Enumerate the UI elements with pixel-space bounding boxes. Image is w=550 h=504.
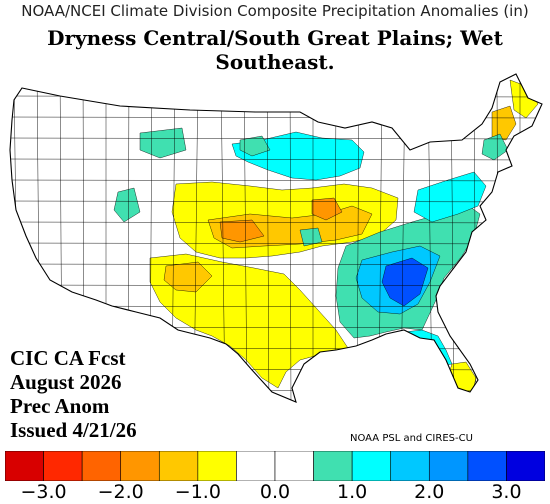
region-nevada-wet: [299, 227, 323, 247]
colorbar-cell: [5, 451, 44, 481]
colorbar-tick-label: −2.0: [97, 481, 144, 503]
colorbar-cell: [274, 451, 314, 481]
region-mid-atlantic-wet: [413, 171, 487, 223]
colorbar-cell: [390, 451, 430, 481]
us-precip-anomaly-map: [9, 73, 543, 403]
colorbar-tick-label: 2.0: [414, 481, 445, 503]
region-montana-wet: [239, 135, 271, 157]
colorbar-cell: [313, 451, 353, 481]
colorbar-cell: [506, 451, 545, 481]
colorbar-cell: [467, 451, 507, 481]
colorbar-tick-label: 1.0: [337, 481, 368, 503]
colorbar-cell: [81, 451, 122, 481]
forecast-label-line-3: Prec Anom: [10, 394, 110, 418]
headline: Dryness Central/South Great Plains; Wet …: [47, 26, 503, 74]
colorbar-cell: [197, 451, 237, 481]
credit-text: NOAA PSL and CIRES-CU: [350, 433, 473, 444]
colorbar-tick-label: 3.0: [491, 481, 522, 503]
colorbar-ticks: −3.0 −2.0 −1.0 0.0 1.0 2.0 3.0: [0, 481, 550, 503]
colorbar-cell: [158, 451, 199, 481]
forecast-label-line-4: Issued 4/21/26: [10, 418, 137, 442]
colorbar-cell: [236, 451, 276, 481]
forecast-label-line-1: CIC CA Fcst: [10, 346, 126, 370]
colorbar-tick-label: 0.0: [259, 481, 291, 503]
region-new-mexico-dry: [163, 261, 213, 293]
region-illinois-dry: [311, 197, 343, 221]
colorbar-cell: [120, 451, 160, 481]
colorbar-cell: [43, 451, 83, 481]
region-kansas-core-dry: [219, 219, 265, 243]
source-title: NOAA/NCEI Climate Division Composite Pre…: [21, 2, 529, 20]
region-idaho-wet: [113, 187, 141, 223]
colorbar-cell: [428, 451, 469, 481]
colorbar-tick-label: −3.0: [20, 481, 67, 503]
forecast-label-line-2: August 2026: [10, 370, 122, 394]
forecast-label: CIC CA Fcst August 2026 Prec Anom Issued…: [10, 346, 137, 442]
colorbar: [5, 451, 545, 481]
colorbar-cell: [351, 451, 392, 481]
colorbar-tick-label: −1.0: [174, 481, 221, 503]
region-new-england-dry: [491, 105, 517, 141]
region-southeast-peak-wet: [381, 257, 429, 307]
